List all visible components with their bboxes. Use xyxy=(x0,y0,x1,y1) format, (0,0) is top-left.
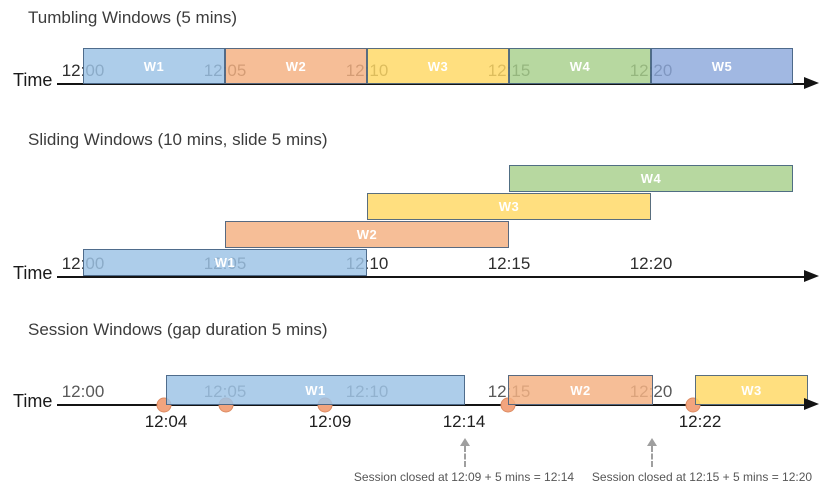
window-bar: W1 xyxy=(166,375,465,405)
window-label: W2 xyxy=(356,227,378,242)
window-label: W1 xyxy=(214,255,236,270)
window-label: W2 xyxy=(570,382,591,398)
callout-arrow-icon xyxy=(647,438,657,446)
window-label: W3 xyxy=(741,382,762,398)
window-label: W3 xyxy=(498,199,520,214)
window-bar: W4 xyxy=(509,48,651,84)
event-time-label: 12:04 xyxy=(144,412,188,431)
callout-text: Session closed at 12:15 + 5 mins = 12:20 xyxy=(591,470,813,484)
window-label: W3 xyxy=(427,58,449,74)
window-label: W1 xyxy=(143,58,165,74)
callout-text: Session closed at 12:09 + 5 mins = 12:14 xyxy=(353,470,575,484)
time-axis-label: Time xyxy=(13,70,53,90)
window-bar: W4 xyxy=(509,165,793,192)
event-time-label: 12:22 xyxy=(678,412,722,431)
window-bar: W1 xyxy=(83,249,367,276)
window-bar: W3 xyxy=(367,193,651,220)
window-bar: W3 xyxy=(695,375,808,405)
window-bar: W1 xyxy=(83,48,225,84)
window-label: W4 xyxy=(569,58,591,74)
tick-label: 12:20 xyxy=(629,254,673,273)
event-time-label: 12:09 xyxy=(308,412,352,431)
window-bar: W3 xyxy=(367,48,509,84)
event-time-label: 12:14 xyxy=(442,412,486,431)
time-axis-label: Time xyxy=(13,263,53,283)
callout-arrow-shaft xyxy=(651,446,653,467)
tick-label: 12:00 xyxy=(61,382,105,401)
window-bar: W2 xyxy=(508,375,653,405)
window-bar: W2 xyxy=(225,221,509,248)
section-title: Session Windows (gap duration 5 mins) xyxy=(28,320,328,339)
axis-arrowhead-icon xyxy=(804,398,819,410)
window-label: W2 xyxy=(285,58,307,74)
section-title: Tumbling Windows (5 mins) xyxy=(28,8,238,27)
callout-arrow-shaft xyxy=(464,446,466,467)
callout-arrow-icon xyxy=(460,438,470,446)
window-label: W4 xyxy=(640,171,662,186)
time-axis xyxy=(57,276,805,278)
window-bar: W2 xyxy=(225,48,367,84)
section-title: Sliding Windows (10 mins, slide 5 mins) xyxy=(28,130,328,149)
window-label: W1 xyxy=(305,382,326,398)
time-axis-label: Time xyxy=(13,391,53,411)
axis-arrowhead-icon xyxy=(804,270,819,282)
window-label: W5 xyxy=(711,58,733,74)
window-bar: W5 xyxy=(651,48,793,84)
time-axis xyxy=(57,404,805,406)
time-axis xyxy=(57,83,805,85)
tick-label: 12:15 xyxy=(487,254,531,273)
axis-arrowhead-icon xyxy=(804,77,819,89)
